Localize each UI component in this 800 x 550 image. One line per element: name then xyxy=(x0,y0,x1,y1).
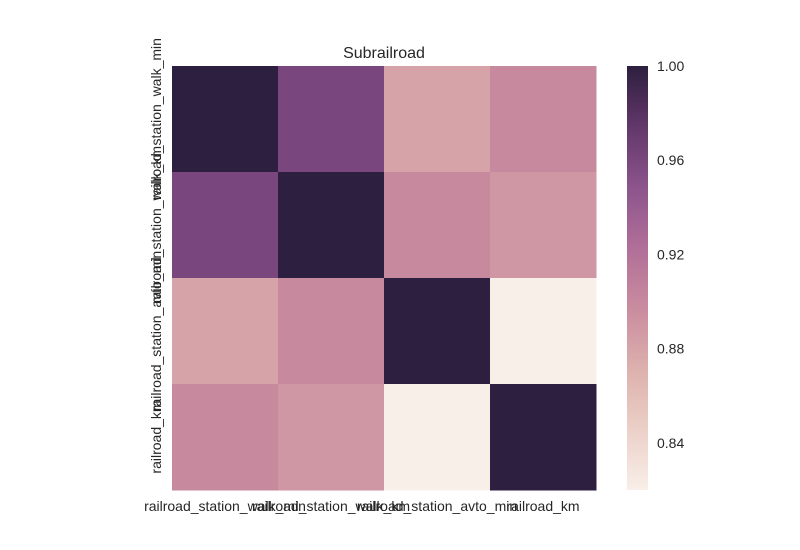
heatmap-cell-r3-c2 xyxy=(384,384,491,491)
heatmap-cell-r2-c3 xyxy=(490,278,597,385)
heatmap-cell-r2-c0 xyxy=(172,278,279,385)
row-labels: railroad_station_walk_minrailroad_statio… xyxy=(148,38,164,474)
colorbar-tick-label-3: 0.96 xyxy=(657,152,684,168)
colorbar-tick-label-2: 0.92 xyxy=(657,246,684,262)
column-label-1: railroad_station_walk_km xyxy=(252,498,410,514)
row-label-3: railroad_km xyxy=(148,400,164,473)
heatmap-cells xyxy=(172,66,597,491)
heatmap-cell-r3-c3 xyxy=(490,384,597,491)
column-labels: railroad_station_walk_minrailroad_statio… xyxy=(144,498,580,514)
row-label-2: railroad_station_avto_min xyxy=(148,251,164,411)
heatmap-cell-r3-c1 xyxy=(278,384,385,491)
heatmap-cell-r3-c0 xyxy=(172,384,279,491)
heatmap-cell-r0-c2 xyxy=(384,66,491,173)
heatmap-cell-r0-c3 xyxy=(490,66,597,173)
heatmap-cell-r2-c2 xyxy=(384,278,491,385)
heatmap-cell-r1-c2 xyxy=(384,172,491,279)
heatmap-cell-r1-c1 xyxy=(278,172,385,279)
column-label-3: railroad_km xyxy=(506,498,579,514)
colorbar-ticks: 0.84 0.88 0.92 0.96 1.00 xyxy=(657,58,684,451)
heatmap-cell-r2-c1 xyxy=(278,278,385,385)
row-label-0: railroad_station_walk_min xyxy=(148,38,164,200)
colorbar-tick-label-4: 1.00 xyxy=(657,58,684,74)
column-label-2: railroad_station_avto_min xyxy=(357,498,517,514)
chart-title: Subrailroad xyxy=(343,45,425,62)
colorbar-tick-label-0: 0.84 xyxy=(657,435,684,451)
column-label-0: railroad_station_walk_min xyxy=(144,498,306,514)
colorbar xyxy=(627,66,648,490)
heatmap-cell-r0-c0 xyxy=(172,66,279,173)
heatmap-cell-r1-c3 xyxy=(490,172,597,279)
heatmap-cell-r1-c0 xyxy=(172,172,279,279)
colorbar-tick-label-1: 0.88 xyxy=(657,341,684,357)
heatmap-cell-r0-c1 xyxy=(278,66,385,173)
row-label-1: railroad_station_walk_km xyxy=(148,146,164,304)
